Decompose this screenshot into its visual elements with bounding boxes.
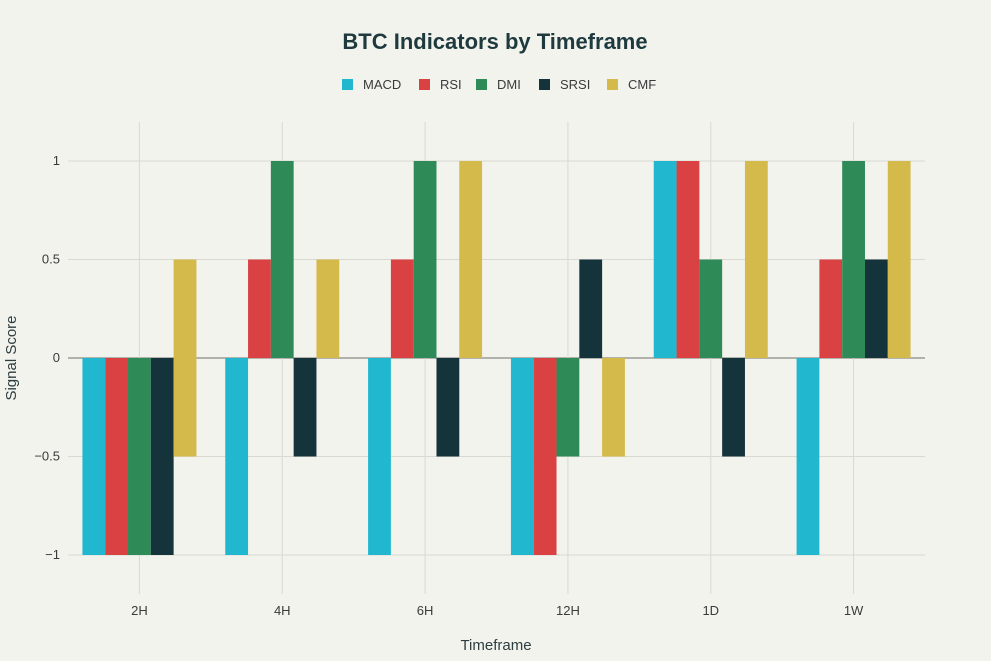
legend-item-cmf[interactable]: CMF (607, 77, 656, 92)
bar-dmi-6h (413, 161, 437, 358)
bar-rsi-1w (819, 259, 843, 358)
bar-srsi-1d (722, 358, 745, 457)
bar-dmi-1w (842, 161, 865, 358)
bar-macd-12h (510, 358, 534, 555)
x-tick-label: 12H (556, 603, 580, 618)
bar-macd-1w (796, 358, 820, 555)
bar-srsi-4h (293, 358, 317, 457)
bar-srsi-1w (864, 259, 888, 358)
legend-swatch (342, 79, 353, 90)
legend-swatch (476, 79, 487, 90)
x-tick-label: 2H (131, 603, 148, 618)
x-tick-label: 1W (844, 603, 864, 618)
bar-macd-4h (225, 358, 249, 555)
bar-dmi-4h (270, 161, 294, 358)
legend-item-rsi[interactable]: RSI (419, 77, 462, 92)
bar-cmf-1w (887, 161, 911, 358)
bar-dmi-12h (556, 358, 580, 457)
legend-label: CMF (628, 77, 656, 92)
y-tick-label: 1 (53, 153, 60, 168)
bar-cmf-2h (173, 259, 197, 457)
legend-swatch (539, 79, 550, 90)
legend: MACD RSI DMI SRSI CMF (342, 77, 656, 92)
y-tick-label: −0.5 (34, 449, 60, 464)
legend-item-macd[interactable]: MACD (342, 77, 401, 92)
bar-macd-1d (653, 161, 677, 358)
gridlines (68, 122, 925, 594)
y-axis-title: Signal Score (3, 315, 20, 400)
chart-title: BTC Indicators by Timeframe (342, 29, 647, 54)
bar-rsi-2h (105, 358, 129, 555)
bar-rsi-1d (676, 161, 700, 358)
legend-label: MACD (363, 77, 401, 92)
y-tick-label: 0.5 (42, 252, 60, 267)
y-tick-labels: 1 0.5 0 −0.5 −1 (34, 153, 60, 562)
legend-swatch (607, 79, 618, 90)
legend-item-srsi[interactable]: SRSI (539, 77, 590, 92)
bar-cmf-4h (316, 259, 340, 358)
bar-rsi-4h (248, 259, 271, 358)
bar-macd-2h (82, 358, 106, 555)
bar-rsi-12h (533, 358, 557, 555)
bar-dmi-2h (128, 358, 151, 555)
bar-srsi-2h (150, 358, 174, 555)
bars (82, 161, 911, 555)
bar-srsi-6h (436, 358, 460, 457)
y-tick-label: 0 (53, 350, 60, 365)
y-tick-label: −1 (45, 547, 60, 562)
x-tick-label: 6H (417, 603, 434, 618)
x-axis-title: Timeframe (460, 637, 531, 654)
x-tick-labels: 2H 4H 6H 12H 1D 1W (131, 603, 864, 618)
bar-macd-6h (368, 358, 391, 555)
x-tick-label: 1D (702, 603, 719, 618)
bar-cmf-1d (744, 161, 768, 358)
legend-item-dmi[interactable]: DMI (476, 77, 521, 92)
bar-dmi-1d (699, 259, 723, 358)
bar-rsi-6h (390, 259, 414, 358)
bar-cmf-6h (459, 161, 483, 358)
legend-label: RSI (440, 77, 462, 92)
x-tick-label: 4H (274, 603, 291, 618)
legend-label: DMI (497, 77, 521, 92)
bar-srsi-12h (579, 259, 603, 358)
legend-swatch (419, 79, 430, 90)
legend-label: SRSI (560, 77, 590, 92)
bar-cmf-12h (602, 358, 625, 457)
